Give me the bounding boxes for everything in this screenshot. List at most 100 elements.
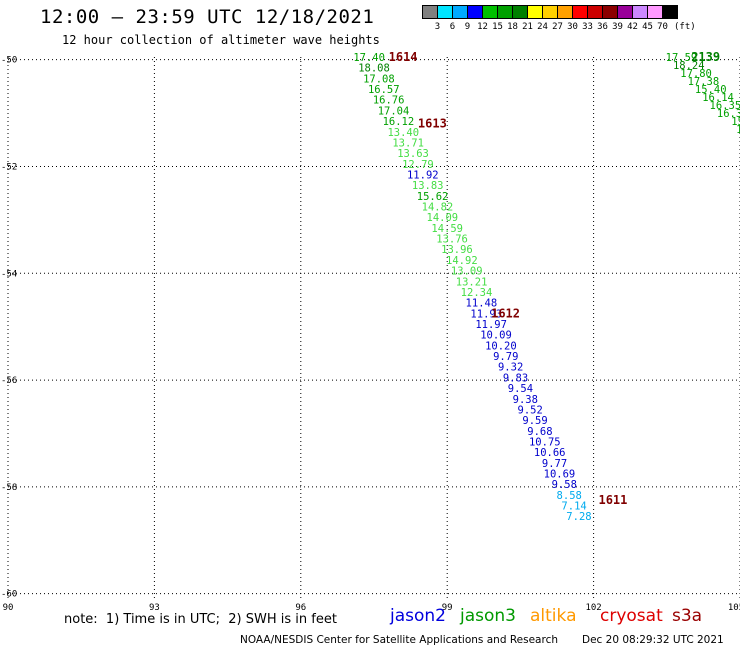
swh-value-label: 13.71 [392,137,424,149]
swh-value-label: 13.63 [397,148,429,160]
swh-value-label: 13.21 [456,276,488,288]
swh-value-label: 15 [731,116,740,128]
legend-label: 70 [657,22,668,32]
swh-value-label: 11.97 [475,319,507,331]
swh-value-label: 17.40 [353,52,385,64]
satellite-label-jason3: jason3 [460,606,516,626]
swh-value-label: 10.09 [480,330,512,342]
swh-value-label: 8.58 [557,490,582,502]
legend-swatches [422,5,696,19]
swh-value-label: 11.48 [466,298,498,310]
swh-value-label: 10.69 [544,469,576,481]
legend-swatch [602,5,618,19]
legend-label: 27 [552,22,563,32]
x-tick-label: 90 [3,603,14,613]
y-tick-label: -58 [1,483,17,493]
legend-swatch [572,5,588,19]
pass-number-label: 1613 [418,117,447,131]
x-tick-label: 99 [442,603,453,613]
swh-value-label: 12.79 [402,159,434,171]
swh-value-label: 15.40 [695,84,727,96]
swh-value-label: 9.32 [498,362,523,374]
swh-value-label: 9.58 [552,479,577,491]
swh-value-label: 16.14 [702,92,734,104]
swh-value-label: 10.66 [534,447,566,459]
swh-value-label: 10.20 [485,340,517,352]
swh-value-label: 17.04 [378,105,410,117]
pass-number-label: 1614 [389,50,418,64]
swh-value-label: 15 [736,124,740,136]
legend-swatch [497,5,513,19]
y-tick-label: -50 [1,56,17,66]
swh-value-label: 13.83 [412,180,444,192]
swh-value-label: 16.76 [373,95,405,107]
legend-label: 9 [464,22,471,32]
swh-value-label: 17.59 [666,52,698,64]
swh-value-label: 18.08 [358,63,390,75]
legend-label: 30 [567,22,578,32]
y-tick-label: -54 [1,269,17,279]
y-tick-label: -52 [1,162,17,172]
chart-subtitle: 12 hour collection of altimeter wave hei… [62,33,380,47]
legend-label: 39 [612,22,623,32]
chart-title: 12:00 — 23:59 UTC 12/18/2021 [40,6,375,28]
legend-swatch [437,5,453,19]
legend-label: 36 [597,22,608,32]
swh-value-label: 17.80 [680,68,712,80]
legend-label: 42 [627,22,638,32]
legend-label: 24 [537,22,548,32]
x-tick-label: 102 [585,603,601,613]
legend-swatch [632,5,648,19]
legend-label: 12 [477,22,488,32]
swh-value-label: 13.76 [436,234,468,246]
swh-value-label: 14.92 [446,255,478,267]
swh-value-label: 14.09 [427,212,459,224]
legend-label: 15 [492,22,503,32]
credit-text: NOAA/NESDIS Center for Satellite Applica… [240,634,558,646]
swh-value-label: 11.93 [470,308,502,320]
swh-value-label: 11.92 [407,169,439,181]
swh-value-label: 16.35 [710,100,740,112]
swh-value-label: 13.96 [441,244,473,256]
swh-value-label: 14.59 [431,223,463,235]
swh-value-label: 14.82 [422,202,454,214]
legend-swatch [662,5,678,19]
footer-note: note: 1) Time is in UTC; 2) SWH is in fe… [64,612,337,627]
swh-value-label: 12.34 [461,287,493,299]
legend-swatch [617,5,633,19]
swh-value-label: 9.54 [508,383,533,395]
legend-label: 6 [449,22,456,32]
pass-number-label: 2139 [691,50,720,64]
legend-swatch [542,5,558,19]
swh-value-label: 9.68 [527,426,552,438]
swh-value-label: 17.08 [363,73,395,85]
legend-unit: (ft) [674,22,696,32]
swh-value-label: 9.83 [503,372,528,384]
legend-label: 18 [507,22,518,32]
legend-swatch [452,5,468,19]
x-tick-label: 105 [728,603,740,613]
legend-swatch [422,5,438,19]
swh-value-label: 13.40 [387,127,419,139]
pass-number-label: 1611 [598,493,627,507]
swh-value-label: 15.62 [417,191,449,203]
satellite-label-altika: altika [530,606,577,626]
y-tick-label: -60 [1,590,17,600]
legend-swatch [557,5,573,19]
color-legend: 3 6 9 12 15 18 21 24 27 30 33 36 39 42 45 70 (ft) [422,5,696,32]
swh-value-label: 10.75 [529,436,561,448]
x-tick-label: 93 [149,603,160,613]
swh-value-label: 9.59 [522,415,547,427]
swh-value-label: 16.31 [717,108,740,120]
satellite-label-s3a: s3a [672,606,703,626]
swh-value-label: 9.38 [513,394,538,406]
legend-swatch [587,5,603,19]
swh-value-label: 7.14 [561,501,586,513]
legend-swatch [467,5,483,19]
legend-swatch [527,5,543,19]
swh-value-label: 9.79 [493,351,518,363]
legend-labels: 3 6 9 12 15 18 21 24 27 30 33 36 39 42 45 70 (ft) [422,19,696,32]
swh-value-label: 17.38 [688,76,720,88]
satellite-label-cryosat: cryosat [600,606,663,626]
